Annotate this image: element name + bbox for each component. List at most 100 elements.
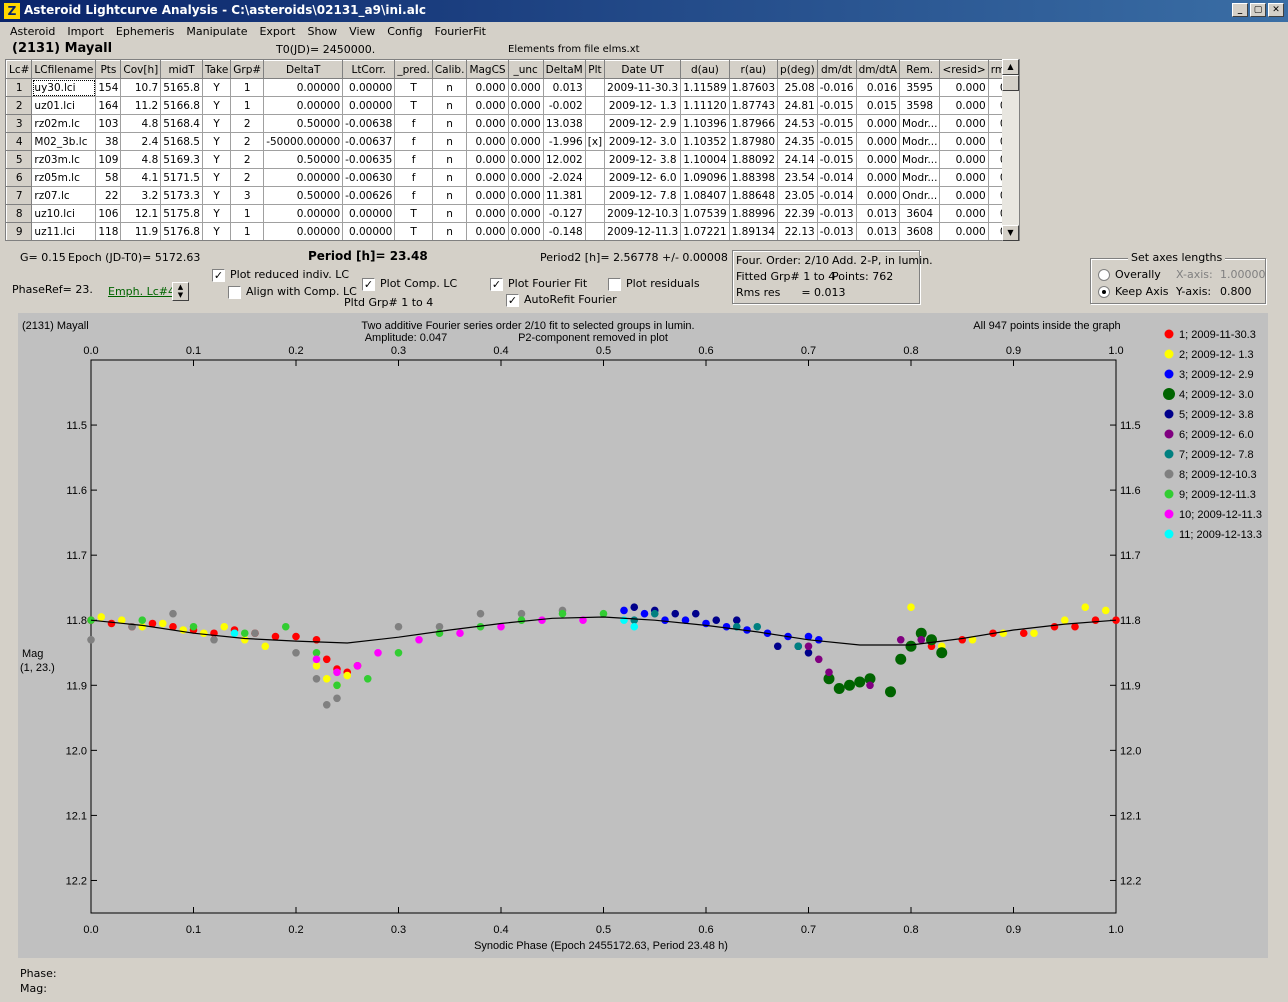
table-cell[interactable]: 164 bbox=[95, 96, 122, 115]
lightcurve-table[interactable]: Lc# LCfilename Pts Cov[h] midT Take Grp# DeltaT… bbox=[5, 59, 1020, 241]
row-number[interactable]: 3 bbox=[6, 114, 33, 133]
table-cell[interactable]: 0.013 bbox=[542, 78, 586, 97]
column-header[interactable]: Grp# bbox=[230, 60, 265, 79]
table-cell[interactable]: 0.000 bbox=[939, 168, 989, 187]
table-cell[interactable]: -2.024 bbox=[542, 168, 586, 187]
scroll-up-icon[interactable]: ▲ bbox=[1002, 59, 1019, 75]
table-row[interactable]: 6 rz05m.lc 58 4.1 5171.5 Y 2 0.00000 -0.00630 f n 0… bbox=[6, 168, 1019, 187]
table-cell[interactable]: n bbox=[431, 168, 468, 187]
table-cell[interactable]: -50000.00000 bbox=[263, 132, 344, 151]
table-cell[interactable]: -0.013 bbox=[816, 204, 857, 223]
table-cell[interactable]: -0.014 bbox=[816, 186, 857, 205]
table-cell[interactable]: n bbox=[431, 78, 468, 97]
table-cell[interactable]: 0.000 bbox=[507, 132, 544, 151]
table-cell[interactable] bbox=[584, 96, 606, 115]
table-cell[interactable]: 2009-12- 7.8 bbox=[604, 186, 682, 205]
table-cell[interactable]: 0.000 bbox=[466, 132, 509, 151]
table-cell[interactable]: f bbox=[394, 114, 433, 133]
table-cell[interactable]: 1.89134 bbox=[728, 222, 779, 240]
table-cell[interactable]: 0.000 bbox=[939, 132, 989, 151]
table-cell[interactable]: 5173.3 bbox=[160, 186, 203, 205]
table-cell[interactable]: 3598 bbox=[898, 96, 941, 115]
table-cell[interactable]: 103 bbox=[95, 114, 122, 133]
lightcurve-plot[interactable]: (2131) Mayall Two additive Fourier serie… bbox=[18, 313, 1268, 958]
table-cell[interactable]: 0.000 bbox=[939, 204, 989, 223]
table-cell[interactable]: 0.000 bbox=[939, 222, 989, 240]
table-cell[interactable]: 0.000 bbox=[939, 186, 989, 205]
table-cell[interactable]: 2009-12- 2.9 bbox=[604, 114, 682, 133]
menu-config[interactable]: Config bbox=[387, 25, 423, 38]
table-cell[interactable]: 23.54 bbox=[777, 168, 818, 187]
table-cell[interactable]: 1.88398 bbox=[728, 168, 779, 187]
table-cell[interactable]: -0.015 bbox=[816, 96, 857, 115]
table-cell[interactable]: 1.10396 bbox=[680, 114, 730, 133]
maximize-button[interactable]: ▢ bbox=[1250, 3, 1266, 17]
column-header[interactable]: DeltaT bbox=[263, 60, 344, 79]
scroll-thumb[interactable] bbox=[1002, 75, 1019, 91]
table-cell[interactable]: 24.53 bbox=[777, 114, 818, 133]
table-cell[interactable]: 0.000 bbox=[939, 96, 989, 115]
table-cell[interactable]: rz05m.lc bbox=[31, 168, 97, 187]
table-cell[interactable]: 3595 bbox=[898, 78, 941, 97]
table-cell[interactable]: f bbox=[394, 186, 433, 205]
table-cell[interactable]: 0.00000 bbox=[342, 204, 396, 223]
keep-axis-radio[interactable]: Keep Axis bbox=[1098, 285, 1169, 298]
table-cell[interactable]: uy30.lci bbox=[31, 78, 97, 97]
table-cell[interactable]: 2 bbox=[230, 132, 265, 151]
table-cell[interactable]: 1 bbox=[230, 96, 265, 115]
menu-fourierfit[interactable]: FourierFit bbox=[434, 25, 486, 38]
column-header[interactable]: Pts bbox=[95, 60, 122, 79]
table-cell[interactable]: 0.016 bbox=[855, 78, 900, 97]
table-cell[interactable]: 0.000 bbox=[855, 150, 900, 169]
table-cell[interactable]: 1.10004 bbox=[680, 150, 730, 169]
table-cell[interactable]: 1.11589 bbox=[680, 78, 730, 97]
table-cell[interactable]: [x] bbox=[584, 132, 606, 151]
table-cell[interactable]: 0.015 bbox=[855, 96, 900, 115]
table-cell[interactable]: 13.038 bbox=[542, 114, 586, 133]
column-header[interactable]: Cov[h] bbox=[120, 60, 162, 79]
table-cell[interactable]: Y bbox=[201, 222, 232, 240]
table-cell[interactable] bbox=[584, 204, 606, 223]
table-cell[interactable]: 0.000 bbox=[507, 222, 544, 240]
table-cell[interactable]: 0.000 bbox=[939, 150, 989, 169]
table-cell[interactable]: 1.88092 bbox=[728, 150, 779, 169]
column-header[interactable]: Date UT bbox=[604, 60, 682, 79]
table-cell[interactable]: 0.00000 bbox=[263, 78, 344, 97]
table-cell[interactable]: n bbox=[431, 114, 468, 133]
table-cell[interactable]: 4.8 bbox=[120, 150, 162, 169]
table-cell[interactable]: 1.88996 bbox=[728, 204, 779, 223]
table-cell[interactable]: 2009-12-10.3 bbox=[604, 204, 682, 223]
table-cell[interactable] bbox=[584, 168, 606, 187]
column-header[interactable]: _pred. bbox=[394, 60, 433, 79]
table-cell[interactable]: 2.4 bbox=[120, 132, 162, 151]
table-cell[interactable]: -0.127 bbox=[542, 204, 586, 223]
table-cell[interactable] bbox=[584, 150, 606, 169]
table-cell[interactable]: 0.000 bbox=[507, 96, 544, 115]
table-cell[interactable]: 0.000 bbox=[466, 78, 509, 97]
yaxis-value[interactable]: 0.800 bbox=[1220, 285, 1252, 298]
table-cell[interactable] bbox=[584, 222, 606, 240]
table-cell[interactable]: 3 bbox=[230, 186, 265, 205]
table-cell[interactable]: uz10.lci bbox=[31, 204, 97, 223]
table-cell[interactable]: n bbox=[431, 96, 468, 115]
table-cell[interactable]: 0.000 bbox=[466, 186, 509, 205]
menu-view[interactable]: View bbox=[349, 25, 376, 38]
table-cell[interactable]: 11.381 bbox=[542, 186, 586, 205]
table-row[interactable]: 4 M02_3b.lc 38 2.4 5168.5 Y 2 -50000.00000 -0.00… bbox=[6, 132, 1019, 151]
column-header[interactable]: Rem. bbox=[898, 60, 941, 79]
menu-ephemeris[interactable]: Ephemeris bbox=[115, 25, 175, 38]
plot-reduced-checkbox[interactable]: ✓ Plot reduced indiv. LC bbox=[212, 268, 349, 282]
menu-import[interactable]: Import bbox=[67, 25, 104, 38]
table-cell[interactable]: 1.88648 bbox=[728, 186, 779, 205]
table-cell[interactable]: 5166.8 bbox=[160, 96, 203, 115]
table-row[interactable]: 5 rz03m.lc 109 4.8 5169.3 Y 2 0.50000 -0.00635 f n… bbox=[6, 150, 1019, 169]
table-cell[interactable]: 1.10352 bbox=[680, 132, 730, 151]
table-cell[interactable]: 5168.4 bbox=[160, 114, 203, 133]
table-cell[interactable]: 4.8 bbox=[120, 114, 162, 133]
table-cell[interactable]: 5176.8 bbox=[160, 222, 203, 240]
table-cell[interactable]: Y bbox=[201, 186, 232, 205]
table-cell[interactable]: 1.09096 bbox=[680, 168, 730, 187]
table-cell[interactable]: 24.35 bbox=[777, 132, 818, 151]
table-cell[interactable]: 1.87603 bbox=[728, 78, 779, 97]
table-cell[interactable]: 0.000 bbox=[855, 114, 900, 133]
